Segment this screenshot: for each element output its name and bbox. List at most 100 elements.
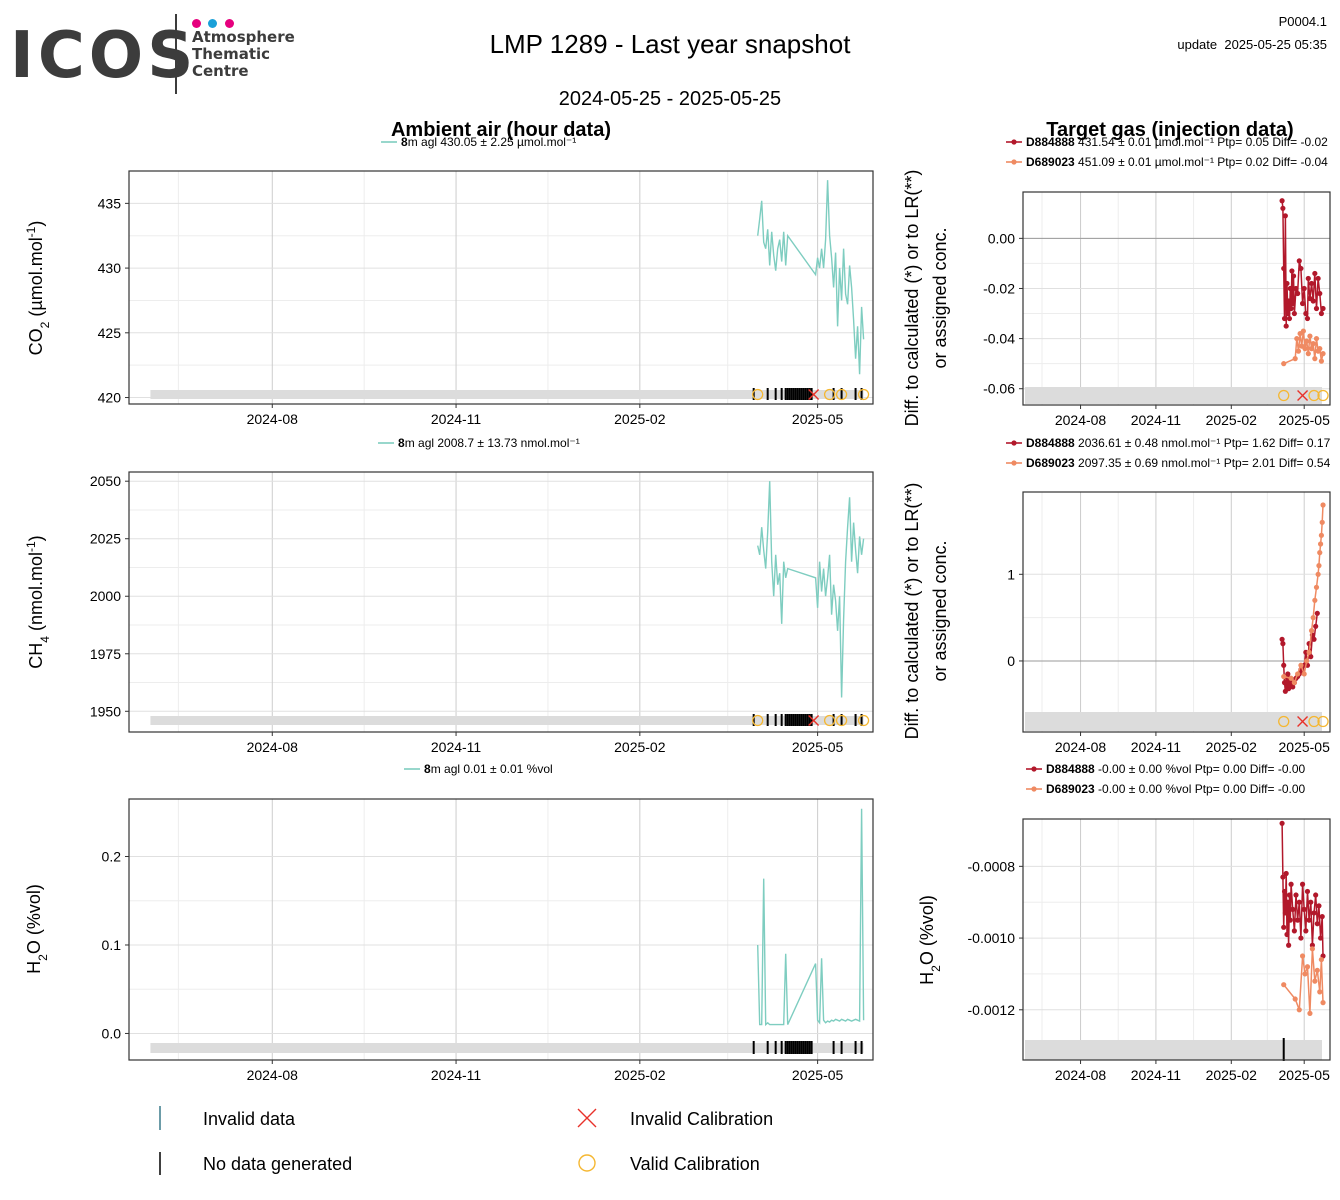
series-point (1312, 978, 1318, 984)
y-tick-label: -0.0008 (968, 858, 1016, 874)
series-point (1304, 658, 1310, 664)
valid-calibration-mark (752, 714, 764, 727)
series-point (1298, 662, 1304, 668)
series-point (1287, 917, 1293, 923)
h2o-target-axis-label: H2O (%vol) (917, 895, 943, 985)
series-point (1281, 888, 1288, 895)
series-point (1288, 675, 1294, 681)
invalid-calibration-mark (1297, 716, 1309, 727)
series-point (1292, 356, 1298, 362)
series-point (1317, 541, 1324, 547)
series-point (1303, 928, 1309, 934)
series-point (1315, 571, 1321, 577)
series-point (1301, 906, 1307, 912)
series-point (1308, 280, 1315, 287)
axis-label-part: O (%vol) (24, 884, 44, 954)
plot-frame (1022, 491, 1331, 733)
diff-axis-label-line1: Diff. to calculated (*) or to LR(**) (902, 170, 922, 427)
series-point (1295, 671, 1301, 677)
ch4-axis-label: CH4 (nmol.mol-1) (24, 535, 52, 668)
y-tick-label: 2025 (90, 531, 121, 547)
axis-label-part: 4 (38, 636, 52, 643)
series-point (1308, 346, 1315, 352)
diff-axis-label-line2: or assigned conc. (930, 540, 950, 681)
series-point (1305, 351, 1311, 357)
diff-axis-label-line2: or assigned conc. (930, 227, 950, 368)
series-point (1298, 935, 1304, 941)
series-point (1295, 917, 1301, 923)
series-point (1308, 628, 1315, 634)
series-point (1291, 928, 1297, 934)
co2-axis-label: CO2 (µmol.mol-1) (24, 221, 52, 356)
valid-calibration-mark (1278, 389, 1290, 402)
chart-ch4_target: 2024-08 2024-11 2025-02 2025-05 0 1 D884888 20… (1006, 436, 1331, 755)
valid-calibration-mark (823, 714, 836, 727)
valid-calibration-mark (857, 714, 870, 727)
logo-dot (224, 19, 234, 28)
valid-calibration-mark (1308, 389, 1320, 402)
logo-subtitle-line: Atmosphere (192, 28, 295, 46)
flag-legend: Invalid data No data generated Invalid Cal… (159, 1106, 773, 1175)
legend-entry-name: D689023 (1026, 456, 1075, 470)
series-point (1302, 346, 1308, 352)
legend-entry-name: 8 (424, 762, 431, 776)
invalid-calibration-label: Invalid Calibration (630, 1109, 773, 1129)
legend-entry-name: D689023 (1046, 782, 1095, 796)
legend-entry: D884888 431.54 ± 0.01 µmol.mol⁻¹ Ptp= 0.… (1026, 135, 1328, 149)
legend-entry: D689023 -0.00 ± 0.00 %vol Ptp= 0.00 Diff… (1046, 782, 1306, 796)
series-point (1288, 305, 1294, 312)
x-tick-label: 2024-11 (1131, 412, 1182, 428)
x-tick-label: 2024-11 (431, 411, 482, 427)
series-point (1318, 358, 1325, 364)
axis-label-part: H (917, 972, 937, 985)
series-point (1313, 892, 1319, 898)
flag-band (150, 716, 864, 725)
legend-swatch-point (1031, 766, 1037, 772)
series-point (1313, 584, 1320, 590)
logo-subtitle-line: Centre (192, 62, 249, 80)
series-point (1296, 1007, 1302, 1013)
series-point (1290, 300, 1296, 307)
x-tick-label: 2025-02 (1206, 1067, 1258, 1083)
series-point (1317, 346, 1323, 352)
invalid-calibration-icon (577, 1108, 597, 1128)
y-tick-label: -0.0010 (968, 930, 1016, 946)
series-point (1280, 205, 1286, 211)
series-point (1281, 924, 1287, 930)
x-tick-label: 2025-02 (614, 739, 666, 755)
chart-h2o_ambient: 2024-08 2024-11 2025-02 2025-05 0.0 0.1 0.2 8m … (102, 762, 874, 1083)
flag-band (1025, 712, 1322, 731)
axis-label-part: -1 (24, 226, 38, 237)
series-point (1296, 899, 1302, 905)
series-line-D689023 (1283, 504, 1324, 685)
series-point (1304, 964, 1311, 970)
axis-label-part: CH (26, 643, 46, 669)
series-point (1288, 881, 1294, 887)
chart-co2_ambient: 2024-08 2024-11 2025-02 2025-05 420 425 430 435… (98, 135, 874, 427)
icos-logo: ICOS Atmosphere Thematic Centre (10, 14, 300, 96)
flag-band (1025, 387, 1322, 404)
series-point (1286, 942, 1292, 948)
x-tick-label: 2025-05 (792, 411, 844, 427)
y-tick-label: 420 (98, 390, 122, 406)
valid-calibration-mark (857, 388, 870, 401)
series-point (1284, 931, 1290, 938)
legend-entry-value: 2097.35 ± 0.69 nmol.mol⁻¹ Ptp= 2.01 Diff… (1075, 456, 1331, 470)
logo-dot (208, 19, 218, 28)
legend-entry: 8m agl 430.05 ± 2.25 µmol.mol⁻¹ (401, 135, 576, 149)
x-tick-label: 2024-08 (1055, 739, 1107, 755)
plot-frame (128, 170, 874, 405)
series-point (1303, 310, 1309, 317)
series-point (1313, 623, 1319, 629)
valid-calibration-mark (835, 714, 848, 727)
series-point (1301, 671, 1307, 677)
chart-co2_target: 2024-08 2024-11 2025-02 2025-05 -0.06 -0.04 -0… (983, 135, 1331, 428)
legend-entry-name: D884888 (1026, 135, 1075, 149)
series-point (1317, 290, 1323, 297)
series-point (1282, 213, 1288, 219)
axis-label-part: (µmol.mol (26, 237, 46, 321)
invalid-calibration-mark (1297, 390, 1309, 401)
x-tick-label: 2025-05 (1279, 1067, 1331, 1083)
y-tick-label: 425 (98, 325, 122, 341)
